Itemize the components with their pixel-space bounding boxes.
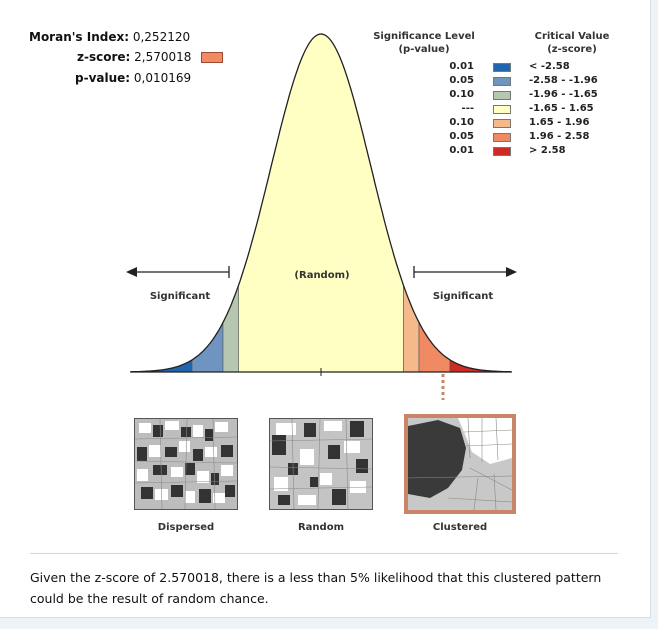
region-not-significant <box>238 33 404 373</box>
report-panel: Moran's Index: 0,252120 z-score: 2,57001… <box>0 0 651 618</box>
left-significant-arrow <box>126 266 230 278</box>
legend-swatch <box>493 133 511 142</box>
dispersed-map-graphic <box>135 419 237 509</box>
legend-swatch <box>493 119 511 128</box>
divider <box>30 553 618 554</box>
morans-index-value: 0,252120 <box>132 30 191 44</box>
legend-swatch <box>493 63 511 72</box>
legend-swatch <box>493 91 511 100</box>
random-pattern-label: Random <box>297 522 344 533</box>
legend-swatch <box>493 105 511 114</box>
z-score-label: z-score: <box>77 50 131 64</box>
bell-curve-diagram: (Random) Significant Significant <box>126 33 517 400</box>
left-significant-label: Significant <box>150 291 211 302</box>
p-value: p-value: 0,010169 <box>75 71 191 85</box>
curve-outline <box>130 33 512 373</box>
result-caption: Given the z-score of 2.570018, there is … <box>30 570 602 606</box>
legend-swatch <box>493 77 511 86</box>
right-significant-arrow <box>413 266 517 278</box>
clustered-map-graphic <box>408 418 512 510</box>
legend-swatch <box>493 147 511 156</box>
region-left-90 <box>222 285 239 373</box>
region-right-90 <box>403 285 420 373</box>
random-label: (Random) <box>294 270 349 281</box>
dispersed-label: Dispersed <box>157 522 215 533</box>
dispersed-pattern-map <box>134 418 238 510</box>
p-value-label: p-value: <box>75 71 131 85</box>
random-pattern-map <box>269 418 373 510</box>
z-score-swatch <box>201 52 224 63</box>
p-value-value: 0,010169 <box>133 71 192 85</box>
legend-critical-header: Critical Value (z-score) <box>534 31 610 55</box>
z-score: z-score: 2,570018 <box>77 50 224 64</box>
legend-significance-header: Significance Level (p-value) <box>373 31 475 55</box>
right-significant-label: Significant <box>433 291 494 302</box>
clustered-label: Clustered <box>432 522 488 533</box>
clustered-pattern-map <box>404 414 516 514</box>
z-score-value: 2,570018 <box>134 50 192 64</box>
random-map-graphic <box>270 419 372 509</box>
morans-index: Moran's Index: 0,252120 <box>29 30 190 44</box>
morans-index-label: Moran's Index: <box>29 30 130 44</box>
